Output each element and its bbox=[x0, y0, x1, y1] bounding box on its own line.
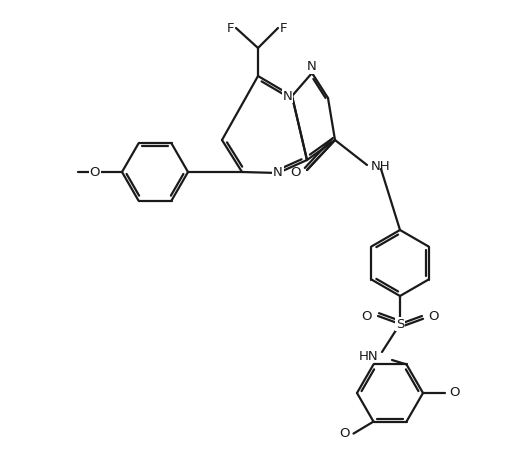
Text: HN: HN bbox=[358, 349, 378, 363]
Text: S: S bbox=[396, 317, 404, 330]
Text: O: O bbox=[291, 165, 301, 178]
Text: F: F bbox=[280, 22, 288, 35]
Text: O: O bbox=[449, 387, 460, 400]
Text: F: F bbox=[227, 22, 234, 35]
Text: N: N bbox=[307, 60, 317, 73]
Text: O: O bbox=[339, 427, 349, 440]
Text: O: O bbox=[361, 310, 372, 322]
Text: O: O bbox=[428, 310, 438, 322]
Text: N: N bbox=[273, 166, 283, 180]
Text: NH: NH bbox=[371, 160, 391, 174]
Text: N: N bbox=[282, 90, 292, 103]
Text: O: O bbox=[89, 165, 100, 178]
